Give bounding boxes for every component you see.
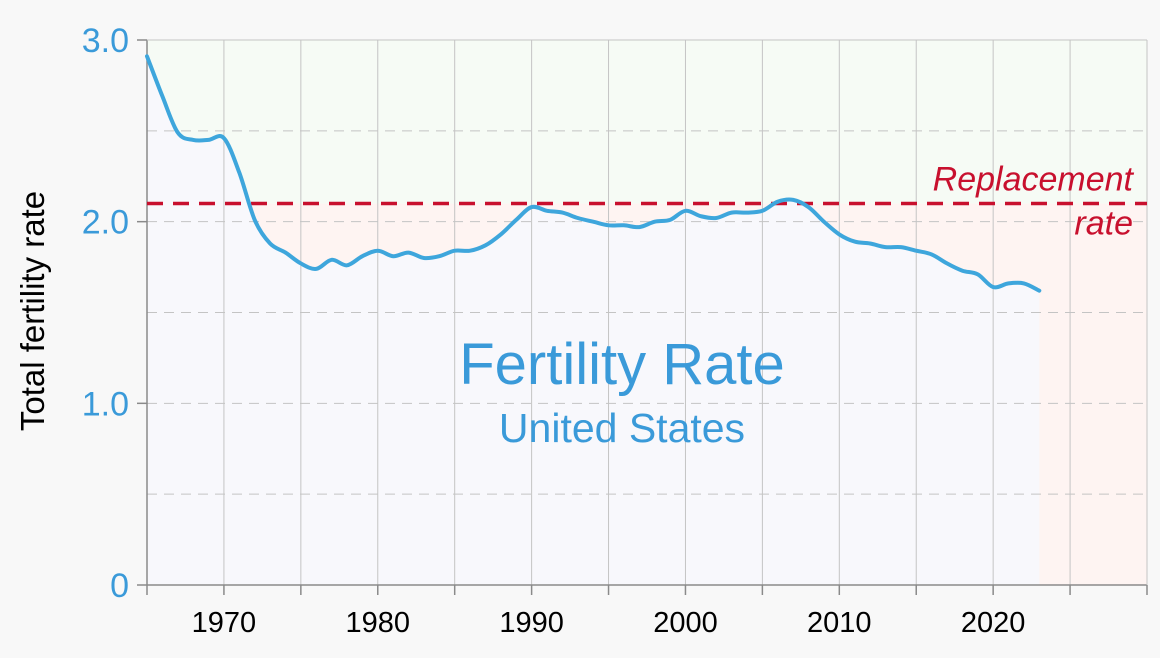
x-tick-label: 1990 <box>499 607 564 639</box>
y-axis-label: Total fertility rate <box>14 191 51 431</box>
chart-subtitle: United States <box>499 405 745 451</box>
x-tick-label: 1970 <box>192 607 257 639</box>
y-tick-labels: 0 1.0 2.0 3.0 <box>82 22 129 605</box>
x-tick-label: 2010 <box>807 607 872 639</box>
x-tick-label: 1980 <box>346 607 411 639</box>
x-tick-label: 2000 <box>653 607 718 639</box>
chart-title: Fertility Rate <box>459 332 785 397</box>
x-tick-labels: 1970 1980 1990 2000 2010 2020 <box>192 607 1026 639</box>
fertility-rate-series-line <box>145 54 1042 293</box>
replacement-rate-label-line2: rate <box>1074 205 1133 243</box>
replacement-rate-label-line1: Replacement <box>933 161 1135 199</box>
x-tick-label: 2020 <box>961 607 1026 639</box>
y-tick-label: 2.0 <box>82 204 129 242</box>
above-replacement-region <box>147 40 1147 204</box>
axes <box>137 39 1148 595</box>
area-under-series <box>147 56 1040 586</box>
y-tick-label: 1.0 <box>82 385 129 423</box>
y-tick-label: 0 <box>110 567 129 605</box>
y-tick-label: 3.0 <box>82 22 129 60</box>
